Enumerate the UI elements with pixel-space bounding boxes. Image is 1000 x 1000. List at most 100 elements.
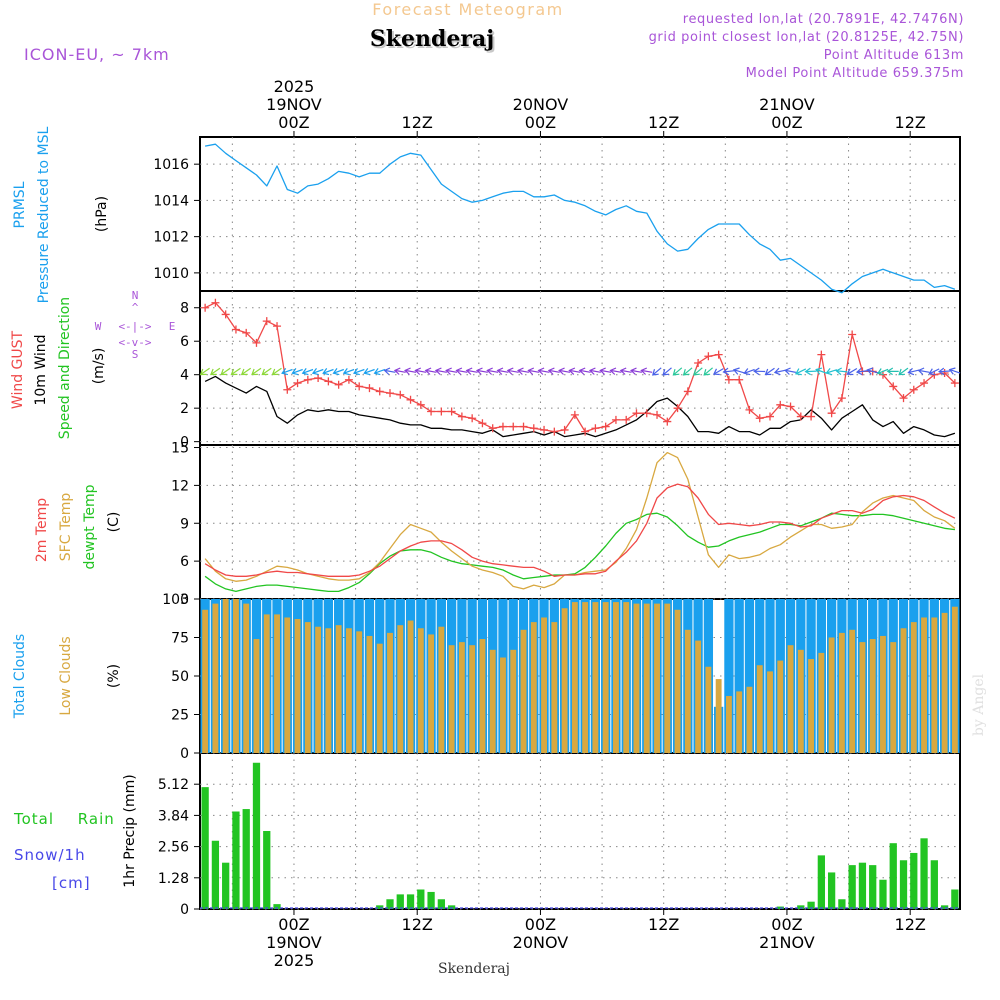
y-tick-label: 50 xyxy=(171,669,189,685)
y-tick-label: 2 xyxy=(180,401,189,417)
wind-arrow xyxy=(846,367,858,376)
low-cloud-bar xyxy=(366,635,373,753)
watermark: by Angel xyxy=(971,673,987,736)
wind-arrow xyxy=(640,367,653,375)
wind-arrow xyxy=(486,367,499,375)
low-cloud-bar xyxy=(448,645,455,753)
low-cloud-bar xyxy=(602,602,609,753)
low-cloud-bar xyxy=(582,602,589,753)
low-cloud-bar xyxy=(325,628,332,753)
y-tick-label: 1016 xyxy=(153,157,189,173)
wind-arrow xyxy=(475,367,488,375)
low-cloud-bar xyxy=(263,614,270,753)
wind-arrow xyxy=(414,367,427,375)
low-cloud-bar xyxy=(233,599,239,753)
wind-arrows xyxy=(199,367,961,376)
wind-arrow xyxy=(281,368,293,376)
gust-marker xyxy=(416,400,425,409)
rain-bar xyxy=(848,865,856,909)
wind-arrow xyxy=(815,367,827,375)
gust-marker xyxy=(807,412,816,421)
wind-arrow xyxy=(917,367,930,375)
low-cloud-bar xyxy=(315,626,322,753)
low-cloud-bar xyxy=(654,603,660,753)
gust-marker xyxy=(581,427,590,436)
low-cloud-bar xyxy=(469,645,476,753)
gust-marker xyxy=(755,414,764,423)
total-cloud-bar xyxy=(744,599,755,753)
series-lines xyxy=(204,143,956,593)
wind-arrow xyxy=(404,367,417,375)
rain-bar xyxy=(807,901,815,909)
wind-arrow xyxy=(662,367,672,376)
rain-bar xyxy=(920,838,928,909)
wind-arrow xyxy=(210,367,221,376)
low-cloud-bar xyxy=(592,602,599,753)
bottom-time-label: 19NOV xyxy=(266,933,322,952)
wind-arrow xyxy=(465,367,478,375)
low-cloud-bar xyxy=(222,599,229,753)
low-cloud-bar xyxy=(931,617,938,753)
clouds-total-label: Total Clouds xyxy=(12,634,28,719)
rain-bar xyxy=(797,905,805,909)
precip-rain-label: Total Rain xyxy=(13,810,115,828)
pressure-label-prmsl: PRMSL xyxy=(12,181,28,228)
wind-arrow xyxy=(506,367,519,375)
rain-bar xyxy=(910,852,918,909)
gust-marker xyxy=(498,422,507,431)
gust-marker xyxy=(406,395,415,404)
rain-bar xyxy=(889,843,897,909)
y-tick-label: 9 xyxy=(180,516,189,532)
clouds-low-label: Low Clouds xyxy=(58,636,74,715)
low-cloud-bar xyxy=(356,631,363,753)
y-tick-label: 5.12 xyxy=(158,777,189,793)
low-cloud-bar xyxy=(828,637,835,753)
gust-marker xyxy=(694,358,703,367)
top-time-label: 21NOV xyxy=(759,95,815,114)
gust-marker xyxy=(724,375,733,384)
y-tick-label: 100 xyxy=(162,592,189,608)
wind-arrow xyxy=(568,367,581,375)
low-cloud-bar xyxy=(797,649,804,753)
low-cloud-bar xyxy=(345,628,352,753)
bottom-time-label: 20NOV xyxy=(513,933,569,952)
y-tick-label: 1012 xyxy=(153,230,189,246)
forecast-title: Forecast Meteogram xyxy=(372,0,563,19)
top-time-label: 2025 xyxy=(274,77,315,96)
low-cloud-bar xyxy=(890,642,897,753)
compass-row-mid: <-|-> xyxy=(118,320,151,333)
y-tick-label: 1.28 xyxy=(158,871,189,887)
wind-speed-line xyxy=(204,375,956,438)
gust-marker xyxy=(653,410,662,419)
gust-marker xyxy=(488,424,497,433)
y-tick-label: 6 xyxy=(180,334,189,350)
wind-arrow xyxy=(743,368,755,376)
temp-dewpt-label: dewpt Temp xyxy=(82,484,98,569)
gust-marker xyxy=(570,410,579,419)
gust-marker xyxy=(447,407,456,416)
rain-bar xyxy=(838,899,846,909)
low-cloud-bar xyxy=(274,614,280,753)
gust-marker xyxy=(827,409,836,418)
gust-marker xyxy=(273,322,282,331)
rain-bar xyxy=(406,894,415,909)
gust-marker xyxy=(344,375,353,384)
wind-arrow xyxy=(311,368,324,376)
wind-arrow xyxy=(558,367,571,375)
bottom-time-label: 12Z xyxy=(648,915,679,934)
y-tick-label: 3.84 xyxy=(158,808,189,824)
wind-arrow xyxy=(240,367,252,376)
low-cloud-bar xyxy=(705,666,712,753)
gust-marker xyxy=(293,379,302,388)
gust-marker xyxy=(776,400,785,409)
gust-marker xyxy=(796,412,805,421)
low-cloud-bar xyxy=(674,609,681,753)
low-cloud-bar xyxy=(561,608,568,753)
y-tick-labels: 1010101210141016024683691215025507510001… xyxy=(153,157,189,918)
wind-arrow xyxy=(599,367,612,375)
gust-marker xyxy=(837,394,846,403)
total-cloud-bar xyxy=(734,599,744,753)
gust-marker xyxy=(231,325,240,334)
